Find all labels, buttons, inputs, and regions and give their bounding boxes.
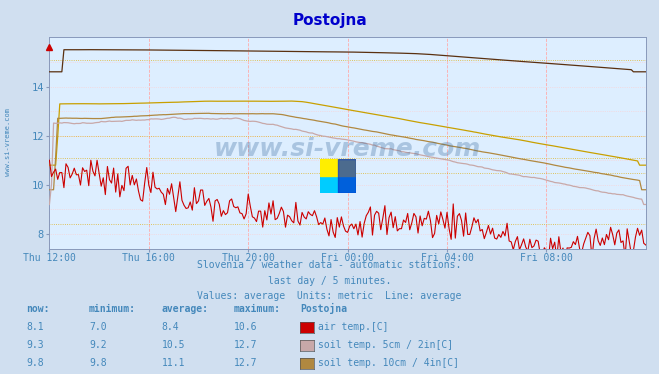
Text: 10.6: 10.6 bbox=[234, 322, 258, 332]
Text: 8.4: 8.4 bbox=[161, 322, 179, 332]
Text: average:: average: bbox=[161, 304, 208, 314]
Text: Postojna: Postojna bbox=[292, 13, 367, 28]
Text: 9.3: 9.3 bbox=[26, 340, 44, 350]
Text: 10.5: 10.5 bbox=[161, 340, 185, 350]
Text: www.si-vreme.com: www.si-vreme.com bbox=[214, 137, 481, 162]
Text: 12.7: 12.7 bbox=[234, 340, 258, 350]
Text: air temp.[C]: air temp.[C] bbox=[318, 322, 389, 332]
Text: Postojna: Postojna bbox=[300, 303, 347, 314]
Text: 9.2: 9.2 bbox=[89, 340, 107, 350]
Text: 9.8: 9.8 bbox=[26, 358, 44, 368]
Text: 11.1: 11.1 bbox=[161, 358, 185, 368]
Text: 8.1: 8.1 bbox=[26, 322, 44, 332]
Text: minimum:: minimum: bbox=[89, 304, 136, 314]
Polygon shape bbox=[320, 159, 356, 176]
Text: Values: average  Units: metric  Line: average: Values: average Units: metric Line: aver… bbox=[197, 291, 462, 301]
Text: maximum:: maximum: bbox=[234, 304, 281, 314]
Text: soil temp. 10cm / 4in[C]: soil temp. 10cm / 4in[C] bbox=[318, 358, 459, 368]
Text: 9.8: 9.8 bbox=[89, 358, 107, 368]
Text: 12.7: 12.7 bbox=[234, 358, 258, 368]
Text: www.si-vreme.com: www.si-vreme.com bbox=[5, 108, 11, 176]
Text: now:: now: bbox=[26, 304, 50, 314]
Polygon shape bbox=[338, 159, 356, 193]
Text: last day / 5 minutes.: last day / 5 minutes. bbox=[268, 276, 391, 286]
Polygon shape bbox=[320, 176, 356, 193]
Text: soil temp. 5cm / 2in[C]: soil temp. 5cm / 2in[C] bbox=[318, 340, 453, 350]
Text: 7.0: 7.0 bbox=[89, 322, 107, 332]
Text: Slovenia / weather data - automatic stations.: Slovenia / weather data - automatic stat… bbox=[197, 260, 462, 270]
